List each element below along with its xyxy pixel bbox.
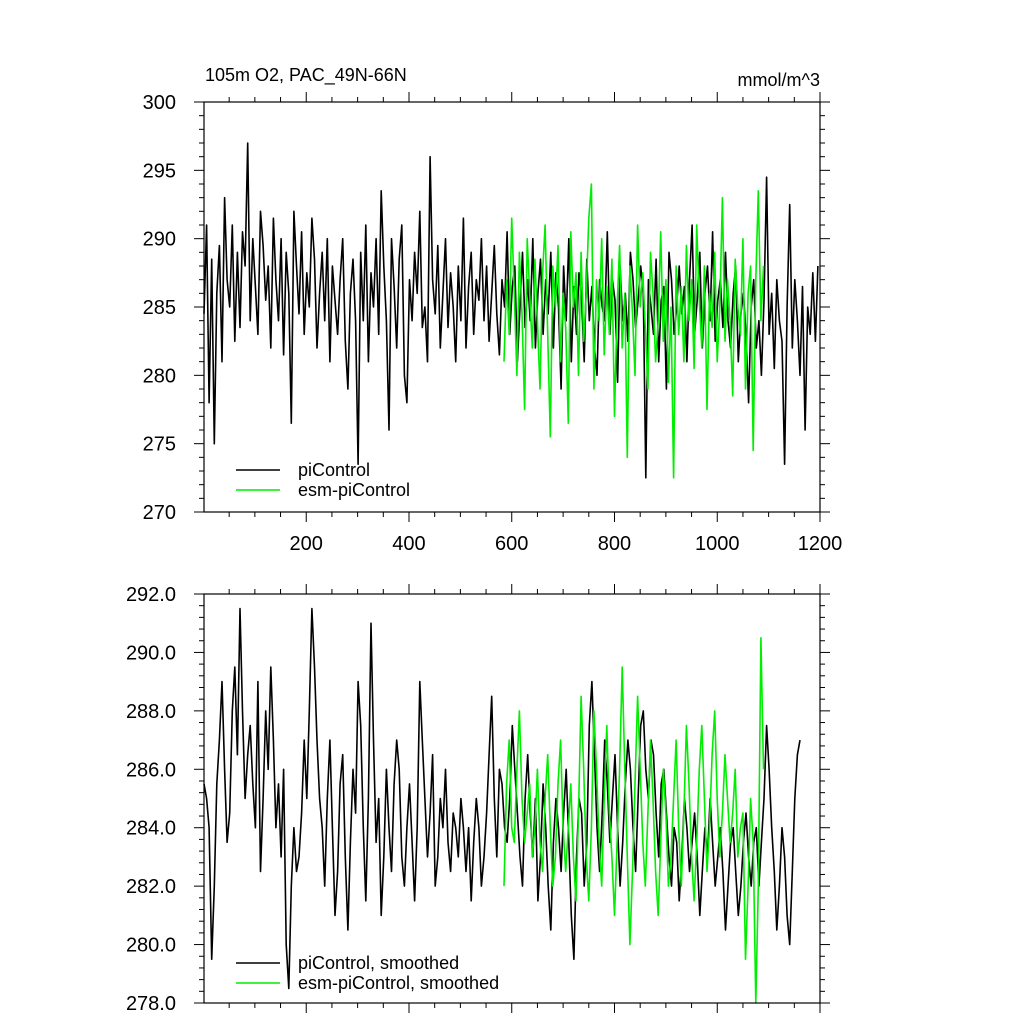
chart-title: 105m O2, PAC_49N-66N xyxy=(205,65,407,86)
y-tick-label: 282.0 xyxy=(126,876,176,898)
y-tick-label: 288.0 xyxy=(126,701,176,723)
series-line-picontrol xyxy=(203,142,819,479)
units-label: mmol/m^3 xyxy=(738,70,820,90)
bottom-axes: 278.0 280.0 282.0 284.0 286.0 288.0 290.0 292.0 xyxy=(126,584,830,1015)
y-tick-label: 280 xyxy=(143,365,176,387)
legend-label: esm-piControl xyxy=(298,480,410,500)
y-tick-label: 290 xyxy=(143,229,176,251)
x-tick-label: 800 xyxy=(598,533,631,555)
y-tick-label: 295 xyxy=(143,160,176,182)
y-tick-label: 280.0 xyxy=(126,935,176,957)
series-line-picontrol-smoothed xyxy=(203,607,801,990)
bottom-panel: 278.0 280.0 282.0 284.0 286.0 288.0 290.0 292.0… xyxy=(126,584,830,1015)
x-tick-label: 1000 xyxy=(695,533,740,555)
y-tick-label: 300 xyxy=(143,92,176,114)
top-axes: 200 400 600 800 1000 1200 270 275 280 285 290 295 30… xyxy=(143,92,843,555)
x-tick-label: 1200 xyxy=(798,533,843,555)
legend-label: piControl, smoothed xyxy=(298,953,459,973)
series-line-esm-picontrol-smoothed xyxy=(503,636,765,1004)
y-tick-label: 292.0 xyxy=(126,584,176,606)
x-tick-label: 600 xyxy=(495,533,528,555)
y-tick-label: 278.0 xyxy=(126,993,176,1015)
y-tick-label: 275 xyxy=(143,434,176,456)
top-series-lines xyxy=(203,142,819,479)
x-tick-label: 200 xyxy=(290,533,323,555)
y-tick-label: 285 xyxy=(143,297,176,319)
x-tick-label: 400 xyxy=(392,533,425,555)
y-tick-label: 286.0 xyxy=(126,759,176,781)
y-tick-label: 284.0 xyxy=(126,818,176,840)
bottom-series-lines xyxy=(203,607,801,1004)
y-tick-label: 290.0 xyxy=(126,642,176,664)
legend-label: piControl xyxy=(298,460,370,480)
legend-label: esm-piControl, smoothed xyxy=(298,973,499,993)
top-panel: 105m O2, PAC_49N-66N mmol/m^3 200 400 600 8… xyxy=(143,65,843,555)
y-tick-label: 270 xyxy=(143,502,176,524)
series-line-esm-picontrol xyxy=(503,183,765,479)
